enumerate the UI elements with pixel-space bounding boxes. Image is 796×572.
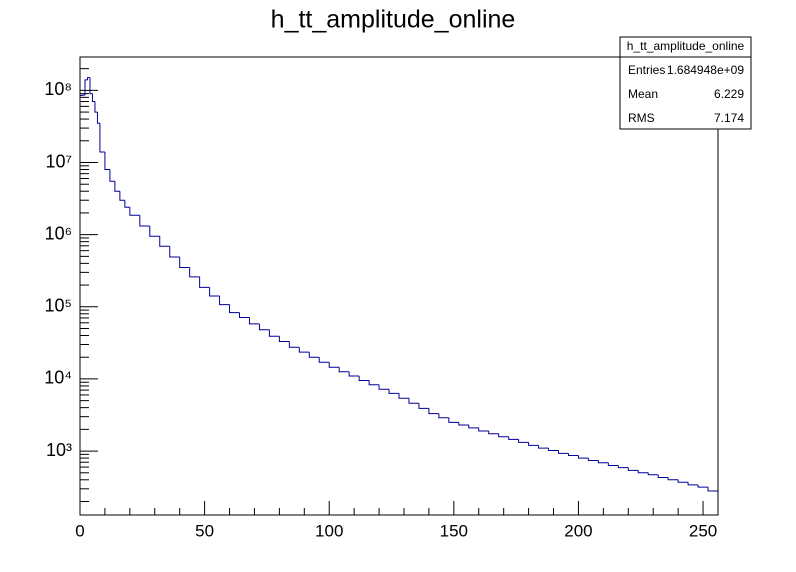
histogram-bin — [89, 77, 93, 95]
histogram-bin — [567, 453, 579, 456]
stats-box — [619, 36, 752, 130]
histogram-bin — [617, 465, 629, 469]
x-tick-label: 250 — [689, 521, 717, 540]
histogram-bin — [627, 467, 639, 471]
histogram-bin — [667, 477, 679, 481]
histogram-bin — [697, 484, 709, 488]
histogram-bin — [94, 101, 98, 113]
histogram-bin — [288, 341, 300, 348]
histogram-bin — [538, 445, 549, 449]
histogram-bin — [268, 329, 280, 337]
x-tick-label: 200 — [564, 521, 592, 540]
histogram-bin — [219, 296, 230, 306]
histogram-bin — [199, 276, 210, 288]
x-tick-label: 50 — [195, 521, 214, 540]
histogram-bin — [96, 112, 100, 124]
histogram-bin — [647, 472, 659, 476]
histogram-bin — [448, 417, 459, 423]
stats-value: 1.684948e+09 — [667, 63, 744, 77]
histogram-bin — [114, 181, 120, 192]
histogram-bin — [607, 462, 619, 467]
stats-label: RMS — [628, 111, 655, 125]
histogram-bin — [657, 474, 669, 479]
histogram-bin — [338, 367, 350, 373]
chart-title: h_tt_amplitude_online — [271, 6, 516, 34]
x-tick-label: 0 — [75, 521, 84, 540]
histogram-bin — [169, 246, 180, 258]
histogram-bin — [428, 408, 439, 415]
histogram-bin — [258, 323, 270, 331]
histogram-bin — [528, 442, 539, 446]
histogram-bin — [86, 77, 90, 80]
histogram-bin — [498, 433, 509, 438]
x-tick-label: 100 — [315, 521, 343, 540]
stats-value: 6.229 — [714, 87, 744, 101]
histogram-bin — [278, 336, 290, 343]
histogram-bin — [298, 347, 310, 353]
histogram-bin — [119, 191, 125, 201]
histogram-bin — [229, 304, 240, 314]
y-tick-label: 10⁸ — [44, 79, 72, 99]
x-tick-label: 150 — [440, 521, 468, 540]
histogram-bin — [677, 479, 689, 483]
histogram-bin — [124, 200, 130, 208]
histogram-bin — [458, 422, 469, 426]
histogram-bin — [558, 450, 569, 454]
plot-frame — [79, 56, 719, 516]
histogram-bin — [149, 225, 160, 237]
histogram-bin — [438, 413, 449, 419]
histogram-bin — [518, 439, 529, 443]
histogram-bin — [139, 215, 150, 227]
histogram-bin — [189, 267, 200, 278]
histogram-bin — [109, 169, 115, 182]
histogram-bin — [328, 362, 340, 368]
histogram-bin — [508, 436, 519, 440]
histogram-bin — [104, 151, 110, 170]
histogram-bin — [378, 384, 390, 390]
histogram-bin — [587, 458, 599, 462]
histogram-bin — [398, 393, 409, 399]
histogram-bin — [179, 256, 190, 269]
histogram-bin — [687, 482, 699, 486]
histogram-bin — [99, 123, 105, 153]
histogram-bin — [358, 375, 370, 382]
stats-title: h_tt_amplitude_online — [627, 39, 745, 53]
histogram-bin — [129, 207, 140, 216]
histogram-bin — [637, 470, 649, 474]
y-tick-label: 10⁶ — [45, 223, 72, 243]
stats-label: Entries — [628, 63, 665, 77]
histogram-bin — [318, 357, 330, 363]
histogram-bin — [239, 312, 250, 319]
histogram-bin — [478, 427, 489, 432]
histogram-bin — [248, 317, 260, 325]
histogram-bin — [597, 460, 609, 464]
y-tick-label: 10⁵ — [45, 296, 72, 316]
y-tick-label: 10³ — [46, 440, 72, 460]
y-tick-label: 10⁷ — [45, 151, 72, 171]
stats-label: Mean — [628, 87, 658, 101]
histogram-bin — [577, 455, 589, 459]
histogram-bin — [348, 371, 360, 377]
histogram-bin — [488, 430, 499, 435]
histogram-bin — [368, 380, 380, 386]
histogram-bin — [408, 398, 419, 404]
histogram-bin — [159, 236, 170, 247]
histogram-bin — [308, 352, 320, 358]
y-tick-label: 10⁴ — [44, 368, 72, 388]
histogram-bin — [209, 287, 220, 297]
histogram-bin — [388, 389, 399, 394]
histogram-bin — [468, 424, 479, 429]
stats-value: 7.174 — [714, 111, 744, 125]
histogram-bin — [418, 403, 429, 409]
histogram-bin — [548, 448, 559, 451]
histogram-bin — [91, 93, 95, 103]
